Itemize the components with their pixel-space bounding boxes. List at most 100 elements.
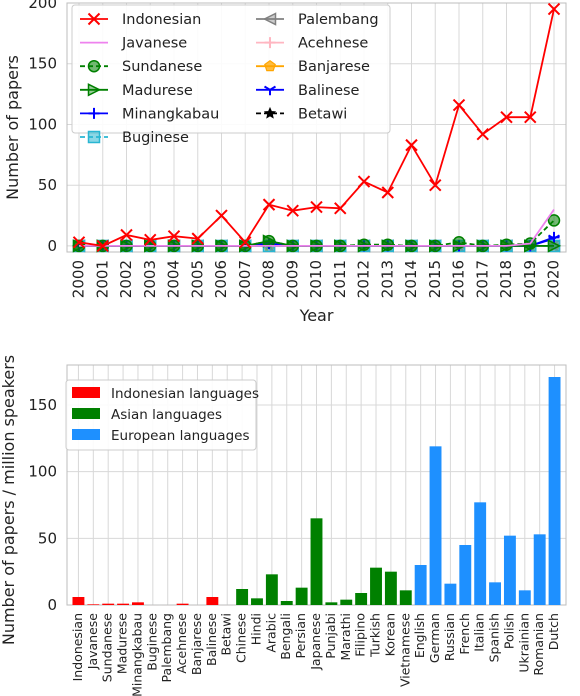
x-tick-label: Palembang: [159, 613, 174, 682]
bar-persian: [295, 587, 308, 605]
x-tick-label: 2008: [260, 260, 278, 298]
bar-romanian: [533, 534, 546, 605]
line-chart-papers-per-year: 0 50 100 150 200 2000 2001 2002 2003 2004 2005 2006…: [3, 0, 567, 325]
x-tick-label: 2009: [283, 260, 301, 298]
x-tick-label: Javanese: [85, 613, 100, 671]
legend-item-minangkabau: Minangkabau: [80, 106, 219, 122]
legend-label: Balinese: [298, 83, 360, 99]
data-point-indonesian: [405, 138, 418, 152]
x-tick-label: 2013: [378, 260, 396, 298]
bar-turkish: [370, 567, 382, 605]
x-tick-label: 2012: [355, 260, 373, 298]
bar-italian: [474, 502, 487, 605]
x-tick-label: Marathi: [338, 613, 353, 661]
bar-marathi: [340, 599, 353, 605]
data-point-indonesian: [310, 200, 323, 214]
x-tick-label: Polish: [501, 613, 516, 649]
data-point-madurese: [547, 239, 562, 253]
bar-german: [429, 446, 442, 605]
legend-label: Sundanese: [122, 59, 202, 75]
x-tick-label: Filipino: [353, 613, 368, 657]
legend-marker: [87, 12, 101, 26]
x-tick-label: 2019: [521, 260, 539, 298]
legend-item-banjarese: Banjarese: [256, 59, 370, 75]
y-tick-label: 100: [28, 463, 57, 481]
bar-chart-papers-per-million-speakers: 0 50 100 150 Indonesian Javanese Sundanese Madu…: [0, 355, 567, 696]
bar-indonesian: [72, 597, 85, 605]
legend-marker: [264, 37, 276, 49]
legend-box: [71, 4, 391, 134]
data-point-indonesian: [286, 204, 299, 217]
bar-vietnamese: [399, 590, 412, 605]
legend-label: Indonesian languages: [111, 386, 259, 402]
legend-marker: [87, 83, 102, 97]
x-tick-label: Balinese: [204, 613, 219, 666]
legend-marker: [264, 59, 276, 72]
legend-label: Betawi: [298, 106, 347, 122]
data-point-indonesian: [120, 228, 133, 242]
legend-marker: [263, 106, 277, 119]
x-tick-label: 2020: [545, 260, 563, 298]
x-tick-label: 2014: [402, 260, 420, 298]
bar-russian: [444, 583, 457, 605]
bar-dutch: [548, 377, 561, 605]
bar-polish: [503, 535, 516, 605]
bar-arabic: [265, 574, 278, 605]
x-tick-label: Indonesian: [70, 613, 85, 681]
x-tick-label: Romanian: [531, 613, 546, 676]
x-tick-label: Acehnese: [174, 613, 189, 674]
x-tick-label: Minangkabau: [129, 613, 144, 696]
x-tick-label: German: [427, 613, 442, 663]
legend: Indonesian languages Asian languages Europ…: [65, 379, 259, 451]
data-point-indonesian: [500, 110, 513, 124]
legend-label: European languages: [111, 428, 249, 444]
legend-label: Asian languages: [111, 407, 222, 423]
bar-chinese: [236, 589, 249, 605]
data-point-sundanese: [547, 214, 561, 227]
x-tick-label: Sundanese: [100, 613, 115, 682]
data-point-indonesian: [524, 110, 537, 124]
x-tick-label: Ukrainian: [516, 613, 531, 673]
bar-french: [459, 545, 472, 605]
bar-minangkabau: [132, 602, 144, 605]
data-point-indonesian: [72, 236, 86, 249]
x-tick-label: Madurese: [115, 613, 130, 674]
legend-marker: [262, 12, 277, 26]
data-point-sundanese: [381, 238, 394, 251]
x-tick-label: 2006: [212, 260, 230, 298]
data-point-indonesian: [547, 2, 561, 16]
series-line-javanese: [79, 208, 555, 247]
x-tick-label: 2017: [473, 260, 491, 298]
bar-javanese: [87, 604, 100, 605]
bar-sundanese: [102, 603, 115, 605]
x-tick-label: Betawi: [219, 613, 234, 656]
bar-korean: [384, 571, 397, 605]
data-point-indonesian: [357, 175, 371, 188]
x-tick-label: Korean: [382, 613, 397, 656]
legend-marker: [87, 130, 101, 144]
legend-label: Palembang: [298, 12, 379, 28]
x-tick-label: Hindi: [248, 613, 263, 645]
y-tick-label: 0: [47, 237, 57, 255]
data-point-indonesian: [429, 178, 442, 192]
x-tick-label: 2001: [93, 260, 111, 298]
bar-ukrainian: [518, 590, 531, 605]
legend-marker: [87, 59, 101, 73]
data-point-indonesian: [476, 127, 489, 141]
x-tick-label: Russian: [442, 613, 457, 661]
data-point-indonesian: [167, 230, 181, 243]
y-axis-label: Number of papers: [3, 55, 22, 200]
x-tick-label: 2018: [497, 260, 515, 298]
bar-bengali: [280, 601, 293, 605]
x-tick-label: 2016: [450, 260, 468, 298]
data-point-indonesian: [191, 232, 204, 245]
series-javanese: [79, 208, 555, 247]
x-tick-label: Persian: [293, 613, 308, 659]
y-tick-label: 100: [28, 115, 57, 133]
legend-item-javanese: Javanese: [80, 36, 187, 52]
legend-item-betawi: Betawi: [256, 106, 347, 122]
legend-item-palembang: Palembang: [256, 12, 379, 28]
x-tick-label: Spanish: [487, 613, 502, 662]
legend-label: Minangkabau: [122, 106, 219, 122]
data-point-indonesian: [334, 202, 347, 215]
